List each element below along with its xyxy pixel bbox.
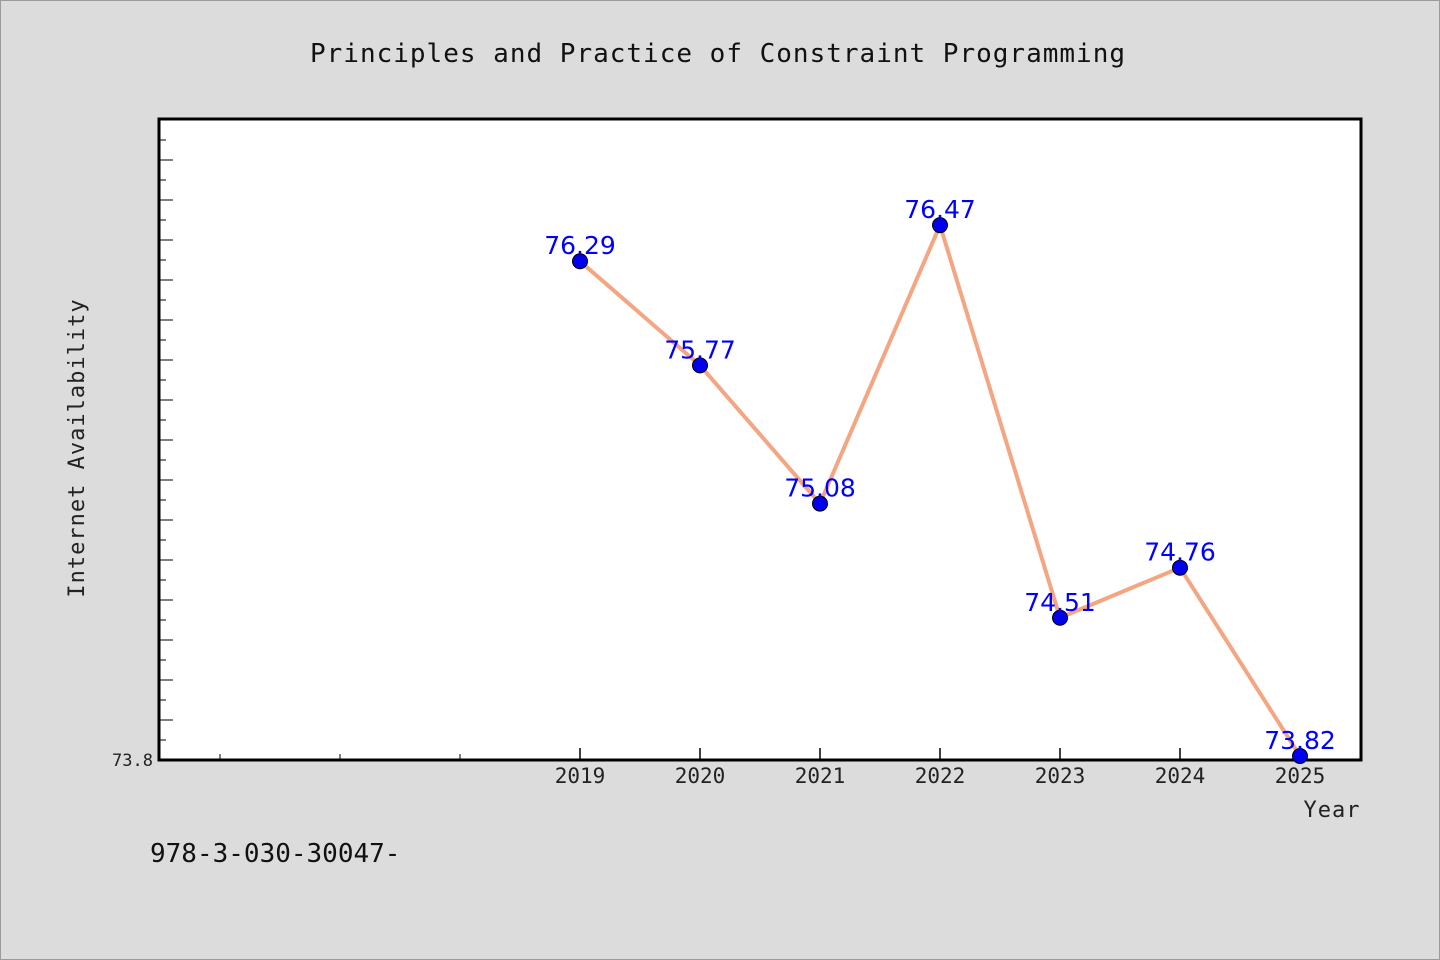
data-point [932,217,948,234]
data-label: 76.29 [544,231,616,260]
x-axis-label: Year [1304,798,1361,823]
x-minor-ticks [219,754,461,760]
x-tick-label: 2020 [675,764,726,788]
y-minor-ticks [159,119,173,741]
y-axis-label: Internet Availability [65,298,90,597]
y-ticks: 73.8 [112,751,153,771]
data-point [572,253,588,270]
chart-title: Principles and Practice of Constraint Pr… [310,39,1126,69]
plot-area [157,117,1363,762]
data-label: 74.51 [1024,588,1096,617]
data-point [1052,609,1068,626]
x-tick-label: 2019 [555,764,606,788]
x-tick-label: 2023 [1035,764,1086,788]
y-tick-label: 73.8 [112,751,153,771]
data-point [1292,747,1308,764]
data-label: 75.08 [784,474,856,503]
x-tick-label: 2021 [795,764,846,788]
data-label: 75.77 [664,335,736,364]
x-tick-label: 2022 [915,764,966,788]
data-point [692,357,708,374]
data-label: 74.76 [1144,538,1216,567]
markers [572,217,1308,764]
x-tick-label: 2025 [1275,764,1326,788]
footer-text: 978-3-030-30047- [150,839,400,869]
data-labels: 76.29 75.77 75.08 76.47 74.51 74.76 73.82 [544,195,1336,755]
data-point [812,495,828,512]
data-label: 73.82 [1264,726,1336,755]
data-point [1172,559,1188,576]
x-ticks: 2019 2020 2021 2022 2023 2024 2025 [555,748,1326,788]
x-tick-label: 2024 [1155,764,1206,788]
data-label: 76.47 [904,195,976,224]
